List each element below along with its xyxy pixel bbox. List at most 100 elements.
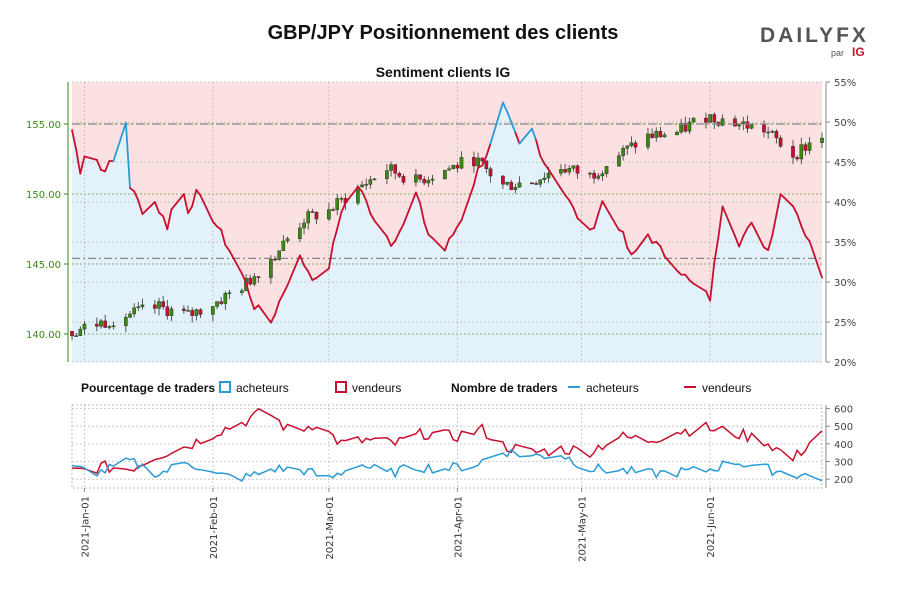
candle-body [571, 165, 576, 169]
legend-buyers-count-label: acheteurs [586, 381, 639, 395]
sellers-percent-segment [71, 129, 78, 151]
sellers-percent-segment [518, 127, 533, 145]
sellers-percent-segment [721, 205, 736, 237]
logo-ig: IG [852, 45, 865, 59]
sellers-percent-segment [278, 292, 285, 303]
sellers-percent-segment [286, 254, 301, 287]
sellers-percent-segment [170, 193, 185, 211]
candle-body [269, 258, 273, 278]
sellers-percent-segment [775, 193, 782, 216]
sellers-percent-segment [104, 160, 111, 173]
buyers-count-line [71, 448, 823, 483]
sellers-percent-segment [713, 236, 720, 264]
sellers-percent-segment [83, 155, 98, 161]
sellers-percent-segment [531, 127, 537, 142]
candle-body [538, 179, 543, 185]
sellers-percent-segment [419, 202, 426, 224]
candle-body [691, 117, 696, 123]
candle-body [153, 304, 157, 309]
sellers-percent-segment [274, 300, 281, 316]
candle-body [194, 309, 199, 316]
sellers-percent-line [71, 101, 823, 324]
sellers-percent-segment [796, 213, 803, 227]
sellers-percent-segment [746, 221, 753, 230]
candle-body [646, 133, 650, 148]
candle-body [422, 179, 427, 184]
legend-buyers-box-icon [219, 381, 231, 393]
sellers-percent-segment [211, 220, 218, 228]
sellers-percent-segment [514, 131, 521, 145]
candle-body [617, 155, 621, 167]
sellers-percent-segment [299, 254, 305, 267]
candle-body [559, 169, 563, 174]
sellers-percent-segment [361, 190, 368, 202]
sellers-percent-segment [767, 234, 774, 251]
candle-body [567, 167, 572, 173]
sellers-percent-segment [307, 270, 314, 281]
candle-body [401, 176, 406, 183]
candle-body [662, 134, 667, 138]
sellers-percent-segment [133, 190, 140, 202]
sellers-percent-segment [626, 246, 633, 256]
sellers-percent-segment [663, 255, 678, 272]
sellers-percent-segment [535, 139, 542, 157]
candle-body [314, 211, 319, 220]
sellers-percent-segment [547, 168, 562, 190]
candle-body [803, 144, 808, 151]
sellers-percent-segment [75, 148, 82, 175]
candle-body [95, 323, 99, 327]
candle-body [588, 172, 592, 175]
sellers-percent-segment [647, 233, 654, 244]
sellers-percent-segment [473, 166, 479, 186]
sellers-percent-segment [779, 193, 794, 208]
sellers-percent-segment [187, 205, 194, 215]
sellers-percent-segment [390, 240, 397, 247]
candle-body [103, 320, 107, 328]
date-tick-label: 2021-Apr-01 [453, 496, 464, 558]
candle-body [712, 114, 717, 123]
candle-body [277, 250, 281, 260]
sellers-percent-segment [485, 142, 492, 158]
candle-body [157, 301, 161, 309]
candle-body [186, 310, 190, 312]
candle-body [256, 276, 261, 278]
candle-body [418, 174, 422, 180]
candle-body [820, 137, 824, 143]
candle-body [169, 308, 174, 316]
count-tick-label: 500 [834, 422, 853, 433]
sellers-percent-segment [601, 200, 608, 210]
candle-body [476, 157, 480, 167]
sellers-percent-segment [328, 242, 334, 270]
candle-body [74, 335, 78, 337]
price-tick-label: 150.00 [26, 190, 61, 201]
candle-body [807, 142, 812, 151]
sellers-percent-segment [373, 219, 388, 238]
candle-body [364, 184, 368, 186]
candle-body [211, 306, 215, 315]
sellers-percent-segment [224, 244, 231, 252]
candle-body [451, 165, 456, 169]
sellers-percent-segment [684, 273, 691, 282]
candle-body [679, 123, 683, 133]
candle-body [302, 222, 306, 229]
sellers-percent-segment [634, 233, 649, 253]
sellers-percent-segment [249, 296, 256, 311]
candle-body [501, 175, 505, 185]
sellers-percent-segment [792, 205, 799, 215]
sellers-percent-segment [402, 191, 417, 226]
sellers-percent-segment [253, 304, 260, 311]
candle-body [368, 179, 373, 185]
candle-body [111, 325, 116, 327]
date-tick-label: 2021-Mar-01 [325, 496, 336, 560]
count-panel-lines [71, 407, 823, 483]
candle-body [770, 131, 775, 133]
sellers-percent-segment [481, 155, 488, 167]
sellers-percent-segment [709, 261, 716, 302]
candle-body [745, 121, 750, 129]
sellers-percent-segment [676, 269, 683, 276]
sellers-percent-segment [158, 211, 165, 218]
sellers-percent-segment [369, 212, 376, 222]
sellers-percent-segment [568, 199, 575, 209]
sellers-percent-segment [303, 264, 310, 273]
candle-body [675, 131, 679, 136]
